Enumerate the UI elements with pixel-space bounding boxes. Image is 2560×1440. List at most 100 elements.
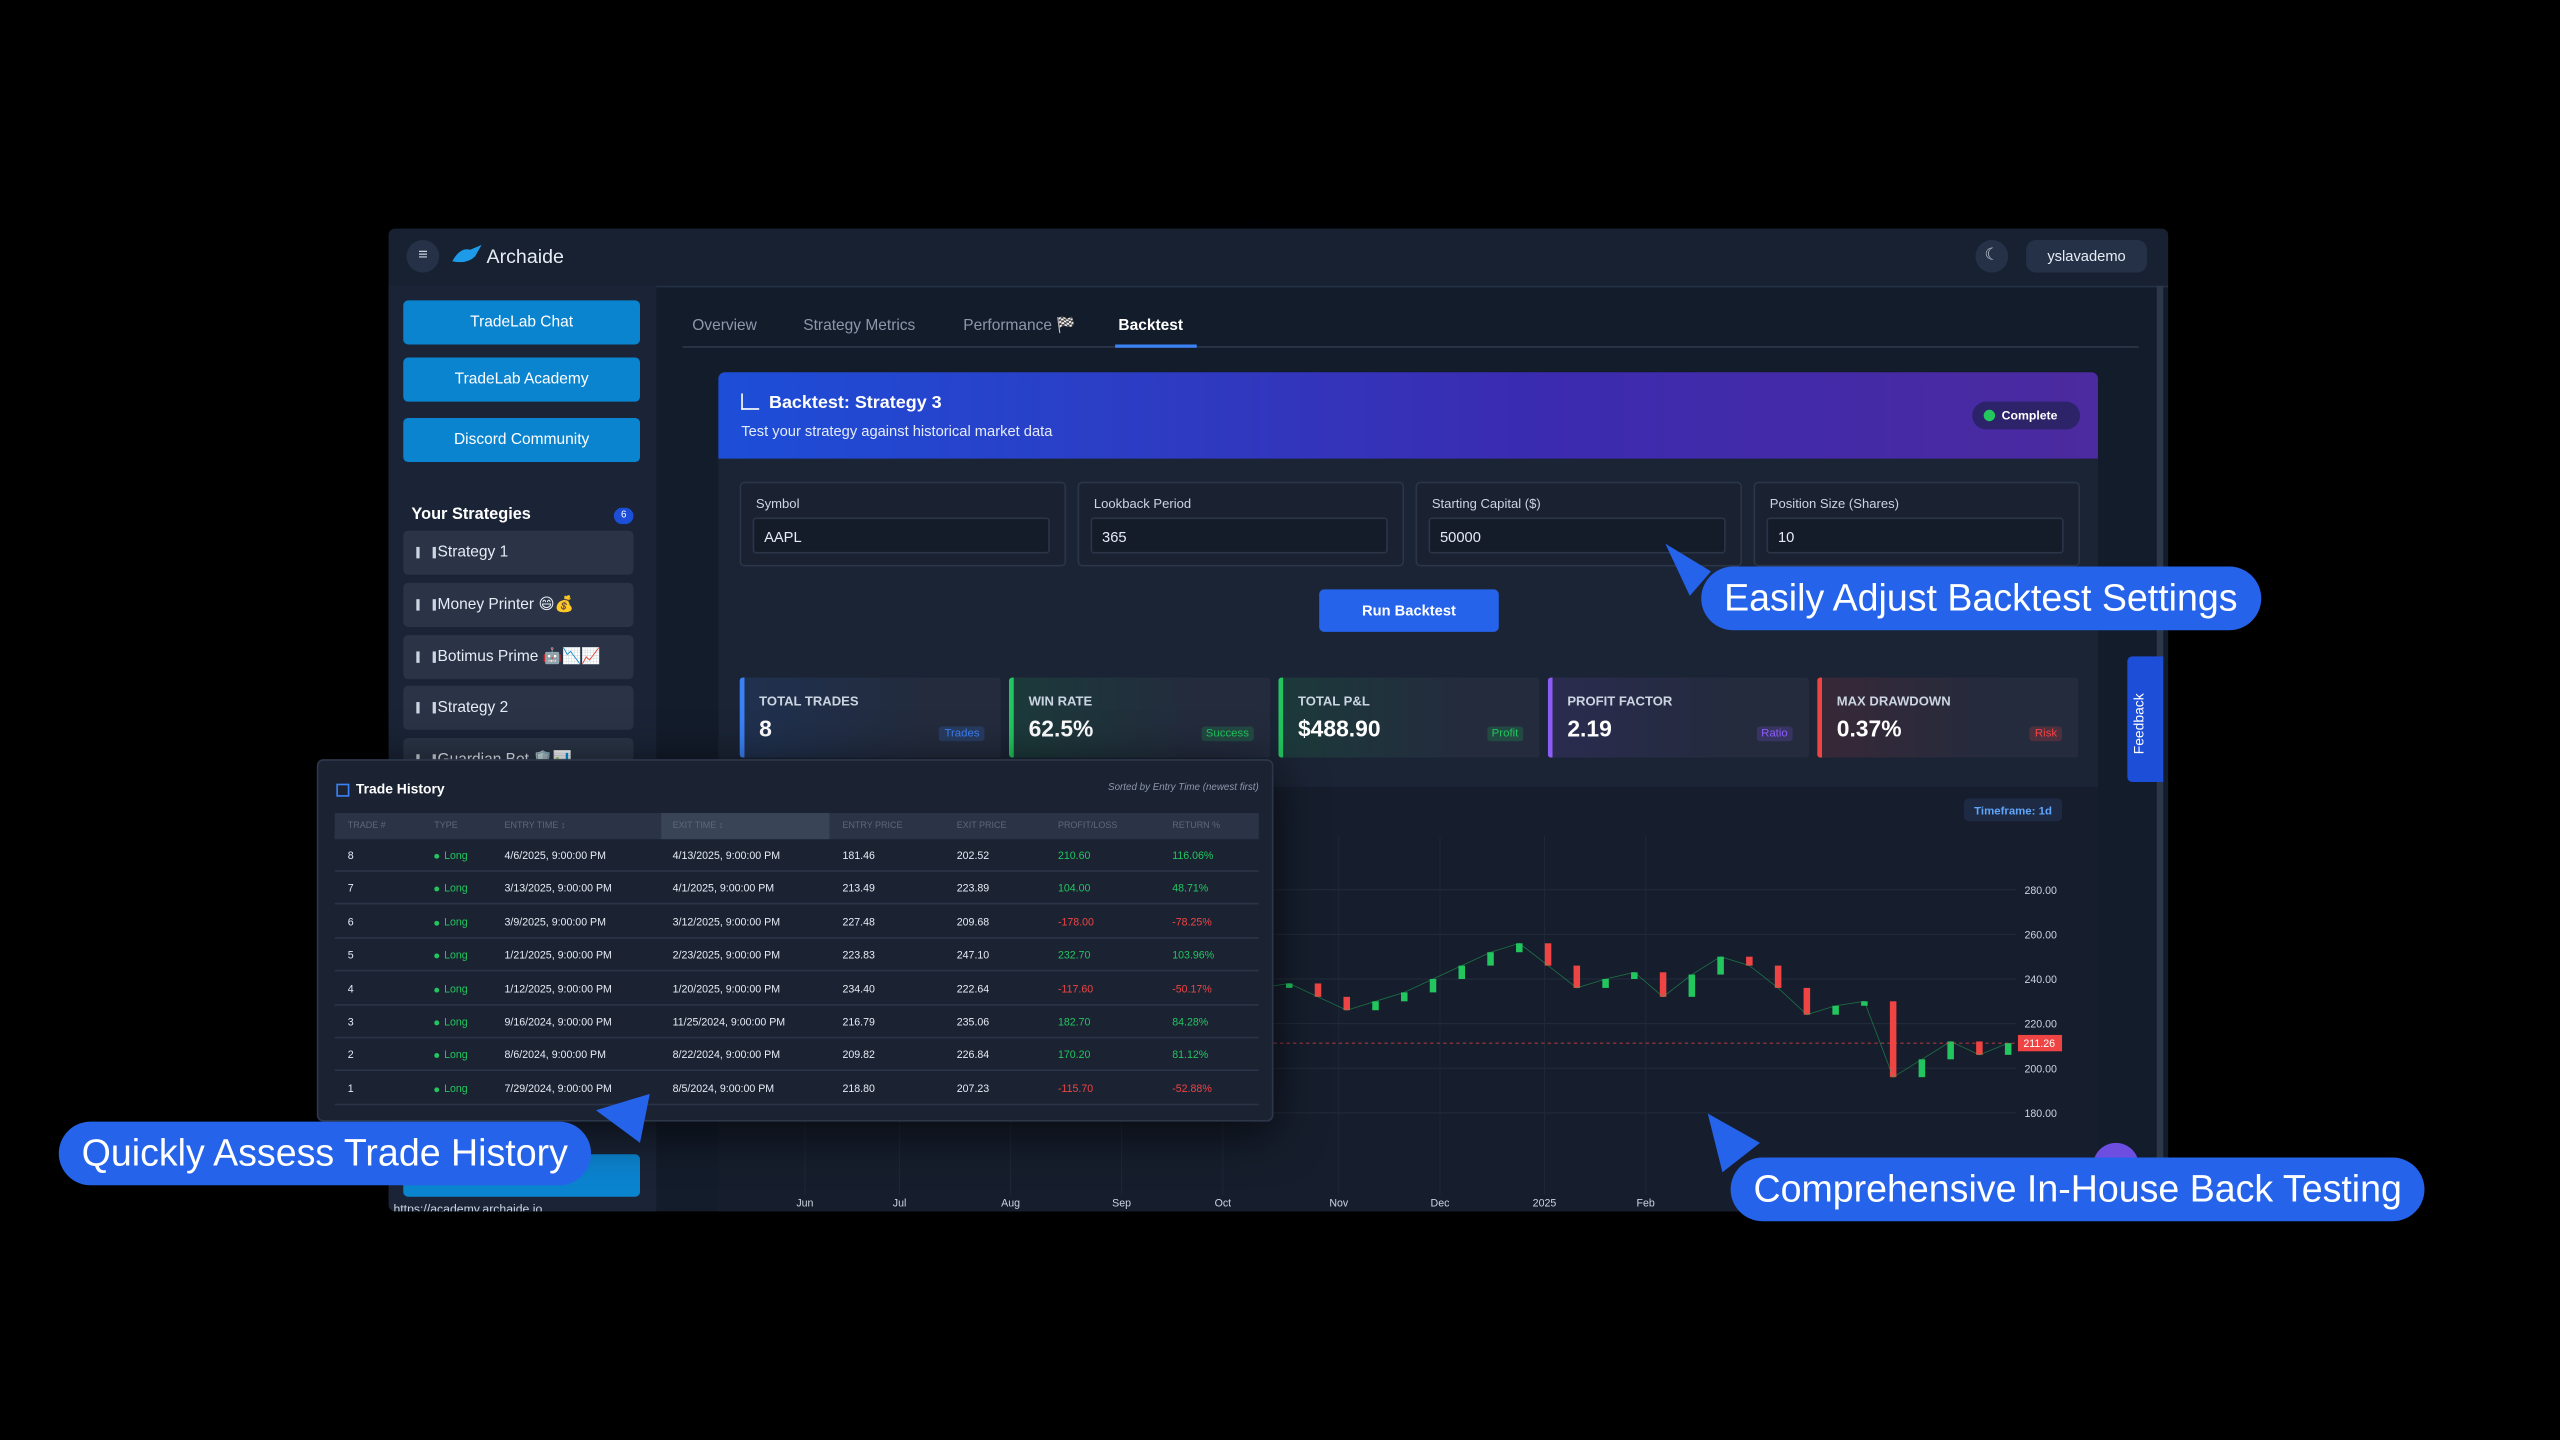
- table-cell: 213.49: [842, 883, 875, 896]
- table-cell: 104.00: [1057, 883, 1091, 896]
- table-cell: 3/9/2025, 9:00:00 PM: [504, 917, 606, 929]
- candle: [1947, 1041, 1954, 1060]
- status-pill: Complete: [1972, 401, 2080, 430]
- candle: [1746, 956, 1753, 966]
- table-cell: 81.12%: [1172, 1050, 1209, 1062]
- column-header: TRADE #: [347, 821, 386, 832]
- row-divider: [334, 1070, 1259, 1072]
- run-backtest-button[interactable]: Run Backtest: [1319, 589, 1499, 632]
- title-icon: [741, 393, 760, 410]
- row-divider: [334, 1103, 1259, 1105]
- table-cell: 48.71%: [1172, 883, 1209, 896]
- x-tick-label: Sep: [1112, 1198, 1131, 1210]
- backtest-banner: Backtest: Strategy 3 Test your strategy …: [718, 372, 2098, 459]
- strategy-item[interactable]: Strategy 1: [403, 530, 634, 575]
- table-cell: 218.80: [842, 1083, 875, 1096]
- table-cell: 234.40: [842, 983, 875, 996]
- input-field: Symbol AAPL: [739, 481, 1067, 567]
- candle: [1285, 983, 1293, 988]
- table-cell: 3: [347, 1017, 354, 1029]
- logo-text: Archaide: [486, 244, 564, 268]
- strategy-item[interactable]: Botimus Prime 🤖📉📈: [403, 634, 634, 679]
- sidebar-button[interactable]: TradeLab Chat: [403, 300, 640, 345]
- candle: [1516, 943, 1523, 953]
- candle: [1602, 978, 1609, 988]
- table-cell: 9/16/2024, 9:00:00 PM: [504, 1017, 612, 1029]
- table-cell: 8/5/2024, 9:00:00 PM: [672, 1083, 775, 1096]
- table-cell: 1/12/2025, 9:00:00 PM: [504, 983, 612, 996]
- column-header: ENTRY TIME ↕: [504, 821, 566, 832]
- candle: [1832, 1005, 1839, 1015]
- tab[interactable]: Overview: [692, 316, 757, 335]
- logo-shape: [452, 244, 482, 263]
- table-cell: 209.68: [956, 917, 990, 929]
- table-cell: Long: [444, 1083, 468, 1096]
- table-cell: Long: [444, 883, 468, 896]
- table-cell: 223.83: [842, 950, 875, 962]
- table-cell: 2/23/2025, 9:00:00 PM: [672, 950, 781, 962]
- candle: [1314, 983, 1322, 997]
- metric-label: TOTAL P&L: [1297, 693, 1370, 709]
- strategy-item[interactable]: Money Printer 😄💰: [403, 582, 634, 627]
- row-divider: [334, 903, 1259, 906]
- strategy-item[interactable]: Strategy 2: [403, 686, 634, 731]
- candle: [1918, 1059, 1926, 1078]
- tab[interactable]: Backtest: [1118, 316, 1184, 335]
- field-label: Position Size (Shares): [1769, 496, 1900, 512]
- field-label: Symbol: [755, 496, 800, 512]
- x-tick-label: Jul: [893, 1198, 907, 1210]
- y-tick-label: 280.00: [2024, 885, 2057, 897]
- field-input[interactable]: 365: [1090, 517, 1388, 554]
- y-tick-label: 260.00: [2024, 929, 2057, 941]
- academy-link[interactable]: https://academy.archaide.io: [393, 1201, 543, 1212]
- feedback-tab[interactable]: Feedback: [2127, 656, 2164, 783]
- metric-value: $488.90: [1297, 715, 1381, 742]
- table-cell: 223.89: [956, 883, 990, 896]
- table-cell: Long: [444, 983, 468, 996]
- callout: Comprehensive In-House Back Testing: [1730, 1157, 2425, 1222]
- candle: [1803, 987, 1811, 1015]
- input-field: Position Size (Shares) 10: [1753, 481, 2080, 567]
- table-cell: Long: [444, 1017, 468, 1029]
- tab-divider: [682, 346, 2139, 348]
- metric-tag: Trades: [939, 726, 985, 742]
- table-cell: 3/12/2025, 9:00:00 PM: [672, 917, 781, 929]
- menu-button[interactable]: ≡: [406, 239, 440, 273]
- row-divider: [334, 870, 1259, 872]
- logo-icon: [452, 244, 482, 263]
- row-divider: [334, 1003, 1259, 1006]
- field-input[interactable]: AAPL: [752, 517, 1050, 554]
- candle: [1717, 956, 1724, 975]
- candle: [1861, 1001, 1868, 1006]
- y-tick-label: 180.00: [2024, 1108, 2057, 1120]
- candle: [1372, 1001, 1379, 1011]
- tab[interactable]: Strategy Metrics: [803, 316, 916, 335]
- table-cell: Long: [444, 1050, 468, 1062]
- tab[interactable]: Performance 🏁: [963, 316, 1076, 335]
- table-cell: 226.84: [956, 1050, 990, 1062]
- table-cell: 207.23: [956, 1083, 990, 1096]
- metric-card: MAX DRAWDOWN 0.37% Risk: [1817, 677, 2079, 758]
- field-input[interactable]: 10: [1766, 517, 2064, 554]
- sidebar-button[interactable]: TradeLab Academy: [403, 357, 640, 402]
- table-cell: -78.25%: [1172, 917, 1212, 929]
- field-input[interactable]: 50000: [1428, 517, 1726, 554]
- x-tick-label: Jun: [796, 1198, 813, 1210]
- backtest-title: Backtest: Strategy 3: [768, 393, 942, 414]
- type-dot: [434, 1087, 440, 1092]
- strategies-title: Your Strategies: [411, 506, 531, 525]
- metric-tag: Profit: [1486, 726, 1524, 742]
- table-cell: 4/1/2025, 9:00:00 PM: [672, 883, 775, 896]
- input-field: Lookback Period 365: [1077, 481, 1405, 567]
- table-cell: 1/21/2025, 9:00:00 PM: [504, 950, 612, 962]
- table-cell: -52.88%: [1172, 1083, 1212, 1096]
- table-cell: 1: [347, 1083, 354, 1096]
- user-menu[interactable]: yslavademo: [2026, 239, 2147, 273]
- theme-toggle[interactable]: ☾: [1975, 239, 2009, 273]
- column-header: RETURN %: [1172, 821, 1221, 832]
- column-header: EXIT TIME ↕: [672, 821, 724, 832]
- sidebar-button[interactable]: Discord Community: [403, 417, 640, 463]
- table-cell: 210.60: [1057, 850, 1091, 863]
- table-cell: Long: [444, 917, 468, 929]
